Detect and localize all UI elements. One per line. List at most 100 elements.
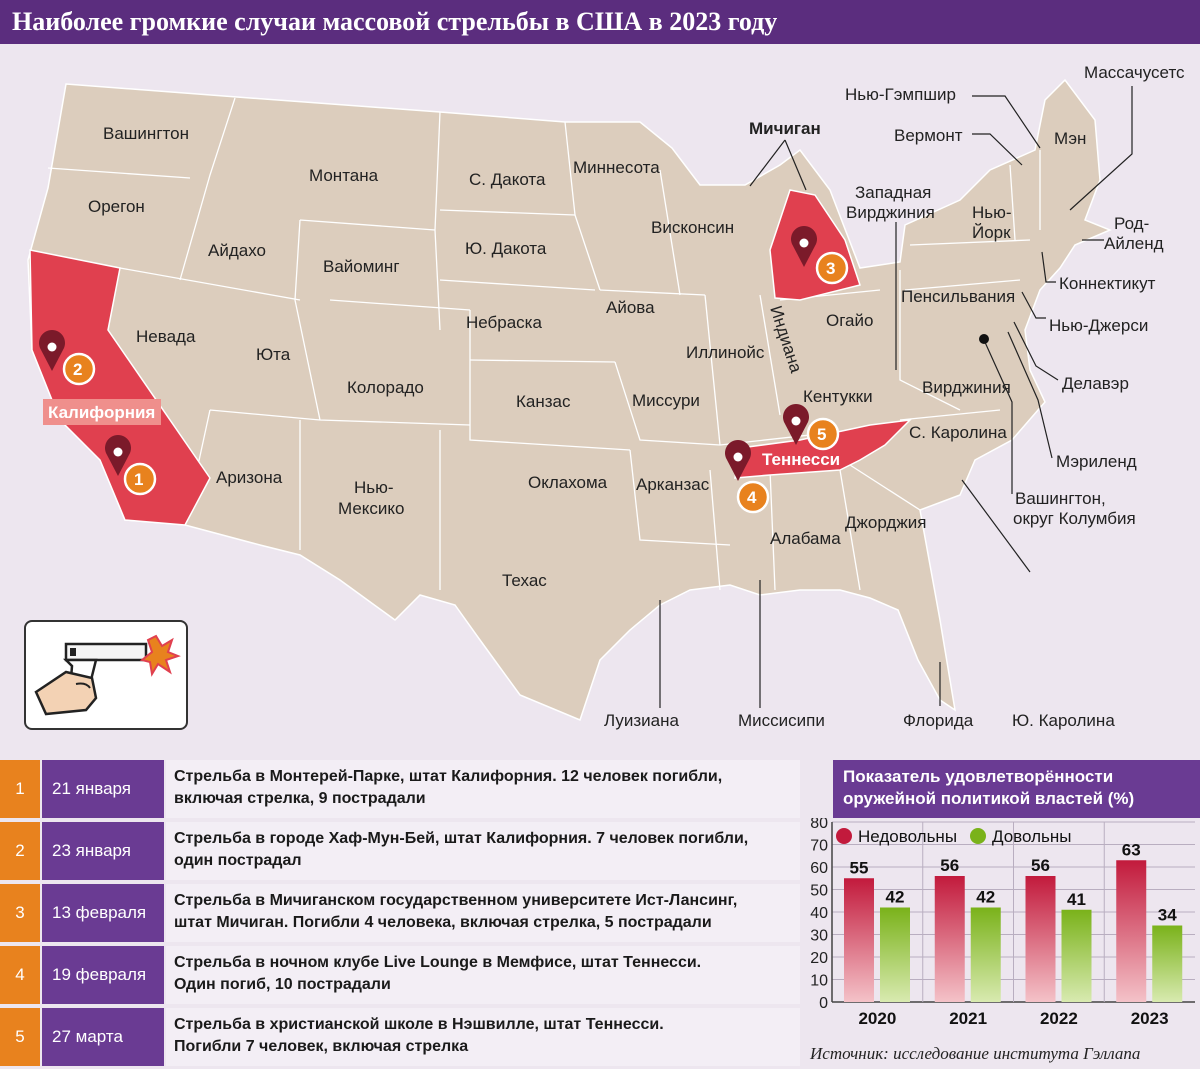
label-west-virginia-2: Вирджиния [846, 203, 935, 222]
y-tick-label: 50 [810, 883, 828, 900]
label-new-york-2: Йорк [972, 223, 1011, 242]
x-tick-label: 2021 [949, 1009, 987, 1028]
bar-2021-0 [934, 876, 965, 1002]
label-alabama: Алабама [770, 529, 841, 548]
chart-title: Показатель удовлетворённости оружейной п… [843, 766, 1193, 810]
event-date: 23 января [42, 822, 164, 880]
bar-value-label: 34 [1158, 906, 1177, 925]
event-description: Стрельба в ночном клубе Live Lounge в Ме… [166, 946, 800, 1004]
label-washington: Вашингтон [103, 124, 189, 143]
chart-legend: Недовольны Довольны [836, 827, 1071, 846]
label-rhode-island-2: Айленд [1104, 234, 1164, 253]
event-description: Стрельба в христианской школе в Нэшвилле… [166, 1008, 800, 1066]
event-text-line-2: один пострадал [174, 852, 302, 869]
bar-value-label: 41 [1067, 890, 1086, 909]
bar-2020-0 [844, 878, 874, 1002]
event-text-line-1: Стрельба в Мичиганском государственном у… [174, 892, 738, 909]
label-rhode-island-1: Род- [1114, 214, 1149, 233]
bar-2023-0 [1116, 860, 1147, 1002]
label-ohio: Огайо [826, 311, 873, 330]
x-tick-label: 2022 [1040, 1009, 1078, 1028]
bar-value-label: 56 [940, 856, 959, 875]
label-new-mexico-2: Мексико [338, 499, 405, 518]
source-note: Источник: исследование института Гэллапа [810, 1044, 1141, 1063]
label-texas: Техас [502, 571, 547, 590]
event-row: 5 27 марта Стрельба в христианской школе… [0, 1008, 800, 1066]
chart-title-line-1: Показатель удовлетворённости [843, 767, 1114, 786]
label-maine: Мэн [1054, 129, 1086, 148]
y-tick-label: 30 [810, 928, 828, 945]
label-mississippi: Миссисипи [738, 711, 825, 730]
event-row: 1 21 января Стрельба в Монтерей-Парке, ш… [0, 760, 800, 818]
label-maryland: Мэриленд [1056, 452, 1137, 471]
label-montana: Монтана [309, 166, 379, 185]
bar-2022-1 [1061, 909, 1092, 1002]
pin-5[interactable]: 5 [783, 404, 840, 451]
label-wyoming: Вайоминг [323, 257, 400, 276]
pin-3-number: 3 [826, 259, 835, 278]
pin-2-number: 2 [73, 360, 82, 379]
event-text-line-1: Стрельба в Монтерей-Парке, штат Калифорн… [174, 768, 723, 785]
pin-4[interactable]: 4 [725, 440, 770, 514]
state-california [29, 249, 211, 526]
y-tick-label: 60 [810, 860, 828, 877]
bar-value-label: 55 [850, 858, 869, 877]
event-number: 2 [0, 822, 40, 880]
y-tick-label: 80 [810, 818, 828, 832]
label-oregon: Орегон [88, 197, 145, 216]
event-text-line-2: включая стрелка, 9 пострадали [174, 790, 426, 807]
label-connecticut: Коннектикут [1059, 274, 1156, 293]
satisfaction-chart: 0 10 20 30 40 50 60 70 80 55 42 2020 56 42 2021 56 41 20… [810, 818, 1195, 1028]
dc-marker [979, 334, 989, 344]
pin-2[interactable]: 2 [39, 330, 96, 386]
us-map: Вашингтон Орегон Айдахо Монтана Вайоминг… [27, 63, 1185, 730]
event-description: Стрельба в городе Хаф-Мун-Бей, штат Кали… [166, 822, 800, 880]
pin-5-number: 5 [817, 425, 826, 444]
event-text-line-1: Стрельба в ночном клубе Live Lounge в Ме… [174, 954, 702, 971]
gun-illustration-box [24, 620, 188, 730]
label-california: Калифорния [48, 403, 155, 422]
pin-1-number: 1 [134, 470, 143, 489]
label-north-carolina: С. Каролина [909, 423, 1007, 442]
label-west-virginia-1: Западная [855, 183, 931, 202]
event-date: 27 марта [42, 1008, 164, 1066]
event-date: 21 января [42, 760, 164, 818]
x-tick-label: 2020 [858, 1009, 896, 1028]
event-number: 3 [0, 884, 40, 942]
label-idaho: Айдахо [208, 241, 266, 260]
y-tick-label: 0 [819, 995, 828, 1012]
event-date: 13 февраля [42, 884, 164, 942]
chart-title-box: Показатель удовлетворённости оружейной п… [833, 760, 1200, 818]
bar-value-label: 56 [1031, 856, 1050, 875]
label-new-jersey: Нью-Джерси [1049, 316, 1148, 335]
label-north-dakota: С. Дакота [469, 170, 546, 189]
event-description: Стрельба в Монтерей-Парке, штат Калифорн… [166, 760, 800, 818]
event-text-line-1: Стрельба в христианской школе в Нэшвилле… [174, 1016, 664, 1033]
legend-swatch [970, 828, 986, 844]
event-row: 2 23 января Стрельба в городе Хаф-Мун-Бе… [0, 822, 800, 880]
y-tick-label: 70 [810, 838, 828, 855]
label-illinois: Иллинойс [686, 343, 765, 362]
bar-value-label: 42 [886, 888, 905, 907]
california-label-bg [43, 399, 161, 425]
y-tick-label: 10 [810, 973, 828, 990]
chart-title-line-2: оружейной политикой властей (%) [843, 789, 1135, 808]
label-new-hampshire: Нью-Гэмпшир [845, 85, 956, 104]
label-nevada: Невада [136, 327, 196, 346]
label-south-dakota: Ю. Дакота [465, 239, 547, 258]
label-new-mexico-1: Нью- [354, 478, 394, 497]
label-tennessee: Теннесси [762, 450, 840, 469]
pin-1[interactable]: 1 [104, 420, 157, 496]
label-pennsylvania: Пенсильвания [901, 287, 1015, 306]
page-title: Наиболее громкие случаи массовой стрельб… [12, 7, 778, 36]
label-kentucky: Кентукки [803, 387, 873, 406]
bar-2023-1 [1152, 925, 1183, 1002]
bar-2021-1 [970, 907, 1001, 1002]
y-tick-label: 40 [810, 905, 828, 922]
label-arizona: Аризона [216, 468, 283, 487]
chart-bars: 55 42 2020 56 42 2021 56 41 2022 63 34 2023 [844, 840, 1183, 1028]
label-virginia: Вирджиния [922, 378, 1011, 397]
pin-3[interactable]: 3 [791, 226, 849, 285]
label-utah: Юта [256, 345, 291, 364]
bar-value-label: 63 [1122, 840, 1141, 859]
